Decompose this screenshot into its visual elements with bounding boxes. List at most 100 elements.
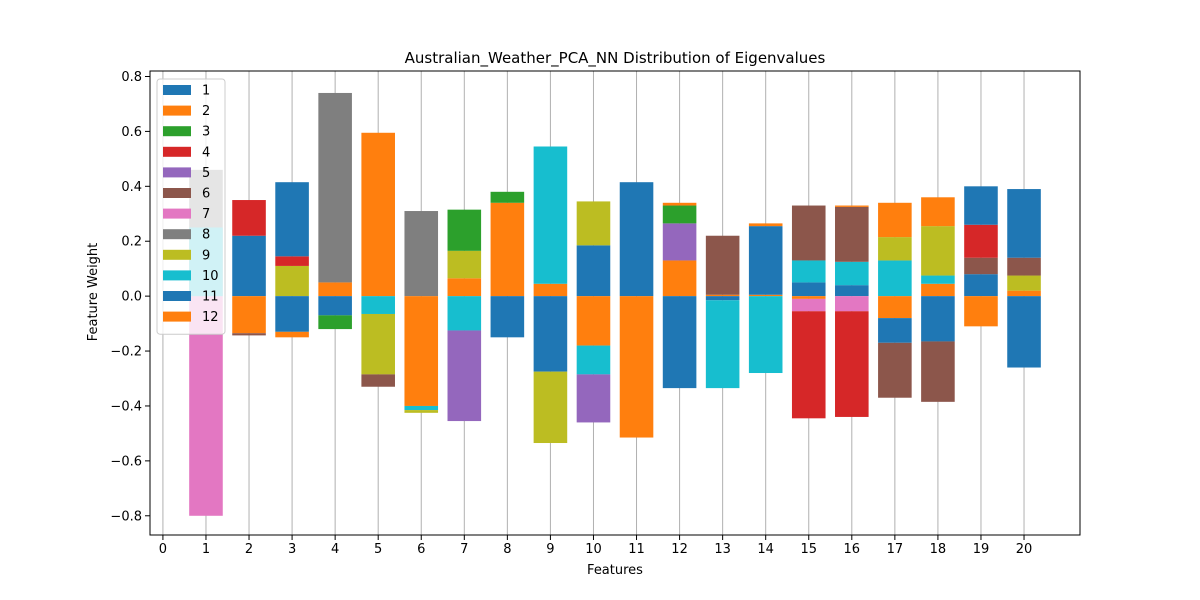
bar-segment-feature-6-21 <box>404 296 439 406</box>
bar-segment-feature-18-76 <box>921 226 955 276</box>
bar-segment-feature-4-13 <box>318 92 352 283</box>
bar-segment-feature-19-83 <box>964 186 998 225</box>
bar-segment-feature-7-26 <box>447 209 482 251</box>
bar-segment-feature-16-64 <box>835 206 869 262</box>
bar-segment-feature-2-5 <box>232 296 266 334</box>
bar-segment-feature-12-43 <box>662 260 697 297</box>
x-tick-label: 9 <box>546 542 554 557</box>
bar-segment-feature-13-49 <box>705 235 740 295</box>
bar-segment-feature-4-12 <box>318 282 352 297</box>
x-tick-label: 0 <box>159 542 167 557</box>
bar-segment-feature-6-20 <box>404 211 439 297</box>
bar-segment-feature-10-40 <box>576 374 611 423</box>
bar-segment-feature-19-80 <box>964 274 998 297</box>
bar-segment-feature-20-85 <box>1007 290 1041 297</box>
legend-swatch-3 <box>163 126 191 137</box>
bar-segment-feature-7-27 <box>447 296 482 331</box>
bar-segment-feature-17-70 <box>878 202 912 238</box>
bar-segment-feature-8-29 <box>490 202 525 297</box>
bar-segment-feature-15-58 <box>791 205 826 261</box>
bar-segment-feature-10-39 <box>576 345 611 375</box>
bar-segment-feature-14-52 <box>748 294 783 297</box>
bar-segment-feature-5-17 <box>361 296 395 314</box>
legend-swatch-5 <box>163 167 191 178</box>
y-axis-ticks: −0.8 −0.6 −0.4 −0.2 0.0 0.2 0.4 0.6 0.8 <box>110 70 150 524</box>
bar-segment-feature-12-44 <box>662 223 697 261</box>
bar-segment-feature-5-19 <box>361 374 395 387</box>
bar-segment-feature-10-38 <box>576 296 611 346</box>
bar-segment-feature-4-14 <box>318 296 352 316</box>
x-tick-label: 3 <box>288 542 296 557</box>
plot-area-frame <box>149 70 1081 536</box>
bar-segment-feature-17-72 <box>878 318 912 343</box>
bar-segment-feature-17-69 <box>878 237 912 261</box>
bar-segment-feature-19-81 <box>964 257 998 275</box>
bar-segment-feature-16-62 <box>835 285 869 297</box>
bar-segment-feature-3-9 <box>275 182 309 257</box>
bar-segment-feature-2-6 <box>232 333 266 336</box>
bar-segment-feature-15-59 <box>791 296 826 299</box>
bar-segment-feature-5-16 <box>361 132 395 297</box>
x-tick-label: 7 <box>460 542 468 557</box>
legend-label-9: 9 <box>202 248 210 263</box>
x-tick-label: 11 <box>628 542 645 557</box>
legend-swatch-8 <box>163 229 191 240</box>
bar-segment-feature-15-56 <box>791 282 826 297</box>
bar-segment-feature-16-66 <box>835 296 869 312</box>
bar-segment-feature-18-77 <box>921 197 955 227</box>
legend-label-2: 2 <box>202 104 210 119</box>
x-tick-label: 14 <box>757 542 774 557</box>
x-tick-label: 12 <box>671 542 688 557</box>
bar-segment-feature-16-65 <box>835 205 869 207</box>
bar-segment-feature-14-55 <box>748 296 783 374</box>
y-tick-label: −0.4 <box>110 399 142 414</box>
legend-swatch-6 <box>163 188 191 198</box>
bar-segment-feature-18-75 <box>921 275 955 284</box>
bar-segment-feature-2-4 <box>232 200 266 236</box>
legend-label-3: 3 <box>202 125 210 140</box>
x-tick-label: 20 <box>1016 542 1033 557</box>
bar-segment-feature-10-36 <box>576 245 611 297</box>
bar-segment-feature-20-86 <box>1007 275 1041 291</box>
bar-segment-feature-5-18 <box>361 313 395 375</box>
bar-segment-feature-3-8 <box>275 256 309 266</box>
legend-label-7: 7 <box>202 207 210 222</box>
bar-segment-feature-14-53 <box>748 226 783 295</box>
legend-swatch-4 <box>163 146 191 157</box>
bar-segment-feature-12-47 <box>662 296 697 389</box>
bar-segment-feature-13-51 <box>705 300 740 389</box>
bar-segment-feature-3-11 <box>275 331 309 338</box>
x-tick-label: 1 <box>202 542 210 557</box>
bar-segment-feature-17-68 <box>878 260 912 297</box>
bar-segment-feature-10-37 <box>576 201 611 246</box>
y-tick-label: 0.6 <box>121 125 142 140</box>
x-tick-label: 13 <box>714 542 731 557</box>
bar-segment-feature-2-3 <box>232 235 266 297</box>
y-tick-label: 0.2 <box>121 235 142 250</box>
y-tick-label: −0.6 <box>110 454 142 469</box>
bar-segment-feature-12-46 <box>662 202 697 206</box>
legend-swatch-9 <box>163 249 191 260</box>
bar-segment-feature-13-48 <box>705 294 740 297</box>
bar-segment-feature-19-82 <box>964 224 998 258</box>
bar-segment-feature-16-67 <box>835 311 869 417</box>
bar-segment-feature-20-87 <box>1007 257 1041 276</box>
x-tick-label: 18 <box>930 542 947 557</box>
legend-label-12: 12 <box>202 310 219 325</box>
bar-segment-feature-3-10 <box>275 296 309 332</box>
bars <box>189 92 1041 516</box>
y-tick-label: −0.2 <box>110 345 142 360</box>
bar-segment-feature-9-35 <box>533 371 568 444</box>
bar-segment-feature-8-30 <box>490 191 525 203</box>
legend-label-1: 1 <box>202 84 210 99</box>
bar-segment-feature-18-74 <box>921 283 955 297</box>
x-tick-label: 17 <box>887 542 904 557</box>
legend-swatch-11 <box>163 291 191 301</box>
legend-label-5: 5 <box>202 166 210 181</box>
x-tick-label: 10 <box>585 542 602 557</box>
x-tick-label: 8 <box>503 542 511 557</box>
bar-segment-feature-11-42 <box>619 296 654 438</box>
bar-segment-feature-4-15 <box>318 315 352 330</box>
